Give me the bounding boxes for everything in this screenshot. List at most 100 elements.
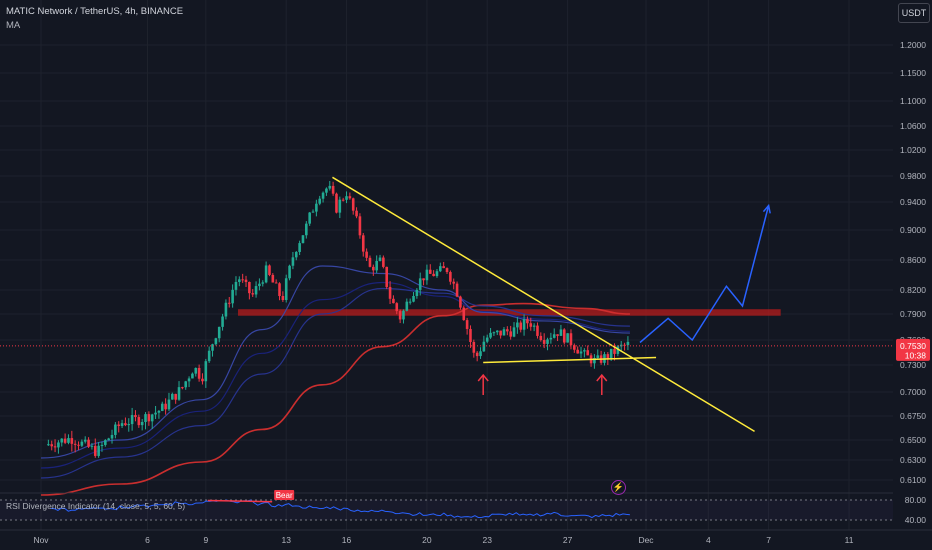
candle-body-135[interactable] (499, 330, 502, 336)
candle-body-98[interactable] (375, 260, 378, 271)
candle-body-112[interactable] (422, 278, 425, 281)
candle-body-19[interactable] (110, 434, 114, 439)
candle-body-172[interactable] (623, 344, 626, 346)
candle-body-159[interactable] (579, 351, 583, 354)
candle-body-58[interactable] (241, 279, 244, 281)
candle-body-95[interactable] (365, 251, 368, 258)
candle-body-126[interactable] (469, 328, 472, 342)
candle-body-129[interactable] (479, 351, 482, 357)
candle-body-13[interactable] (90, 445, 94, 447)
ma-indicator-label[interactable]: MA (6, 20, 21, 31)
candle-body-36[interactable] (167, 399, 171, 410)
candle-body-113[interactable] (425, 269, 429, 281)
candle-body-122[interactable] (455, 283, 459, 297)
candle-body-16[interactable] (100, 444, 104, 446)
candle-body-168[interactable] (609, 348, 613, 359)
candle-body-77[interactable] (305, 223, 308, 236)
candle-body-7[interactable] (70, 438, 74, 444)
candle-body-130[interactable] (482, 341, 486, 352)
candle-body-106[interactable] (402, 310, 405, 320)
candle-body-41[interactable] (184, 381, 188, 388)
candle-body-2[interactable] (53, 446, 57, 448)
candle-body-24[interactable] (127, 424, 131, 426)
candle-body-151[interactable] (552, 334, 556, 338)
candle-body-4[interactable] (60, 438, 64, 443)
candle-body-61[interactable] (251, 293, 255, 295)
candle-body-9[interactable] (77, 444, 80, 446)
candle-body-93[interactable] (358, 216, 362, 236)
candle-body-94[interactable] (361, 235, 365, 252)
candle-body-53[interactable] (224, 302, 228, 317)
candle-body-107[interactable] (405, 301, 409, 311)
candle-body-29[interactable] (144, 414, 147, 422)
candle-body-164[interactable] (596, 355, 600, 358)
candle-body-39[interactable] (177, 387, 181, 400)
candle-body-155[interactable] (566, 333, 569, 343)
candle-body-44[interactable] (194, 367, 198, 374)
candle-body-125[interactable] (465, 320, 469, 329)
candle-body-51[interactable] (217, 326, 221, 339)
descending-trendline[interactable] (332, 176, 755, 433)
candle-body-90[interactable] (348, 196, 352, 199)
candle-body-64[interactable] (261, 282, 265, 284)
candle-body-92[interactable] (355, 210, 358, 217)
candle-body-86[interactable] (335, 193, 338, 213)
candle-body-100[interactable] (382, 257, 385, 267)
candle-body-22[interactable] (120, 423, 124, 426)
candle-body-133[interactable] (492, 332, 496, 334)
candle-body-146[interactable] (536, 325, 539, 336)
candle-body-115[interactable] (432, 273, 435, 277)
candle-body-141[interactable] (519, 322, 523, 330)
candle-body-104[interactable] (395, 303, 399, 312)
candle-body-140[interactable] (516, 322, 519, 328)
candle-body-121[interactable] (452, 281, 456, 284)
candle-body-142[interactable] (522, 319, 526, 330)
candle-body-81[interactable] (318, 198, 322, 204)
candle-body-89[interactable] (345, 196, 348, 200)
candle-body-138[interactable] (509, 331, 512, 337)
candle-body-161[interactable] (586, 350, 590, 356)
candle-body-132[interactable] (489, 332, 492, 338)
candle-body-73[interactable] (291, 257, 295, 266)
candle-body-3[interactable] (57, 442, 60, 448)
candle-body-38[interactable] (174, 393, 177, 400)
candle-body-56[interactable] (234, 281, 238, 290)
candle-body-80[interactable] (315, 203, 318, 212)
candle-body-10[interactable] (80, 441, 84, 446)
candle-body-69[interactable] (278, 283, 281, 297)
candle-body-147[interactable] (539, 335, 543, 341)
candle-body-11[interactable] (83, 439, 87, 442)
candle-body-0[interactable] (47, 444, 50, 446)
candle-body-17[interactable] (104, 440, 107, 445)
candle-body-23[interactable] (124, 423, 127, 426)
candle-body-105[interactable] (398, 311, 402, 320)
candle-body-97[interactable] (372, 266, 375, 271)
candle-body-82[interactable] (321, 192, 325, 199)
candle-body-50[interactable] (214, 338, 218, 345)
candle-body-45[interactable] (197, 367, 201, 379)
candle-body-62[interactable] (254, 286, 258, 295)
support-line[interactable] (483, 356, 657, 364)
candle-body-120[interactable] (449, 272, 452, 282)
candle-body-157[interactable] (573, 345, 576, 350)
candle-body-25[interactable] (130, 415, 134, 425)
candle-body-32[interactable] (154, 412, 157, 415)
candle-body-99[interactable] (378, 257, 382, 261)
candle-body-28[interactable] (140, 421, 144, 426)
candle-body-169[interactable] (613, 348, 616, 354)
candle-body-67[interactable] (271, 274, 275, 283)
candle-body-110[interactable] (415, 289, 419, 296)
candle-body-160[interactable] (583, 350, 586, 352)
candle-body-18[interactable] (107, 438, 110, 441)
candle-body-78[interactable] (308, 212, 311, 224)
candle-body-101[interactable] (385, 266, 389, 287)
candle-body-131[interactable] (485, 337, 489, 342)
candle-body-65[interactable] (264, 265, 268, 283)
candle-body-88[interactable] (341, 199, 345, 201)
currency-button[interactable]: USDT (898, 3, 930, 23)
candle-body-128[interactable] (475, 352, 479, 357)
candle-body-30[interactable] (147, 414, 151, 422)
candle-body-134[interactable] (495, 330, 499, 333)
candle-body-154[interactable] (562, 329, 566, 343)
candle-body-21[interactable] (117, 424, 121, 426)
